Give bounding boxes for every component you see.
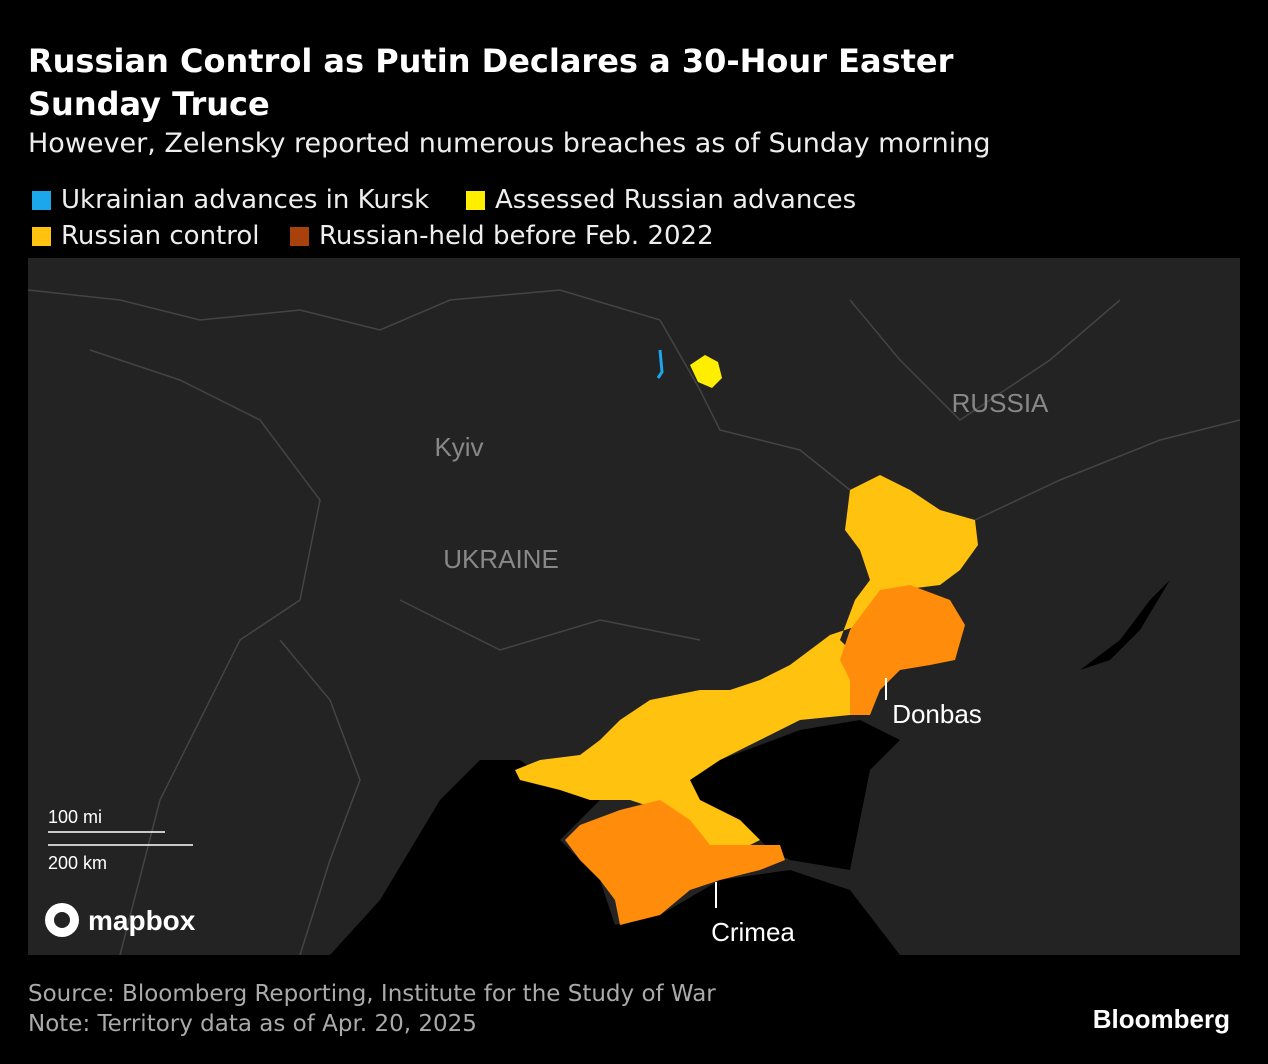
map-label: Crimea	[711, 917, 795, 947]
brand: Bloomberg	[1092, 1004, 1230, 1034]
attribution: mapbox	[88, 905, 196, 936]
legend-swatch	[290, 226, 309, 246]
map: RUSSIA Kyiv UKRAINE Donbas Crimea 100 mi…	[28, 258, 1240, 955]
map-label: RUSSIA	[952, 388, 1049, 418]
note: Note: Territory data as of Apr. 20, 2025	[28, 1011, 477, 1037]
map-label: UKRAINE	[443, 544, 559, 574]
legend-swatch	[32, 226, 51, 246]
donbas-area	[840, 585, 965, 715]
legend-label: Ukrainian advances in Kursk	[61, 185, 430, 215]
mapbox-icon	[54, 912, 70, 928]
legend-label: Russian-held before Feb. 2022	[319, 221, 714, 251]
legend-item: Ukrainian advances in Kursk	[32, 185, 429, 215]
scale-label: 200 km	[48, 853, 107, 873]
borders	[28, 289, 1240, 955]
map-label: Kyiv	[434, 432, 483, 462]
legend-label: Russian control	[61, 221, 260, 251]
title: Russian Control as Putin Declares a 30-H…	[28, 42, 954, 123]
assessed-advance	[690, 355, 722, 388]
legend-item: Assessed Russian advances	[466, 185, 856, 215]
kursk-advance	[656, 349, 664, 379]
legend-item: Russian control	[32, 221, 260, 251]
legend-swatch	[32, 190, 51, 210]
black-sea	[330, 760, 900, 955]
source: Source: Bloomberg Reporting, Institute f…	[28, 981, 716, 1007]
map-label: Donbas	[892, 699, 982, 729]
scale-label: 100 mi	[48, 807, 102, 827]
subtitle: However, Zelensky reported numerous brea…	[28, 128, 991, 159]
russian-control	[515, 475, 978, 850]
sea-of-azov	[690, 720, 900, 870]
reservoir	[1080, 580, 1170, 670]
legend-item: Russian-held before Feb. 2022	[290, 221, 714, 251]
crimea-area	[565, 800, 785, 925]
legend-swatch	[466, 190, 485, 210]
legend-label: Assessed Russian advances	[495, 185, 857, 215]
